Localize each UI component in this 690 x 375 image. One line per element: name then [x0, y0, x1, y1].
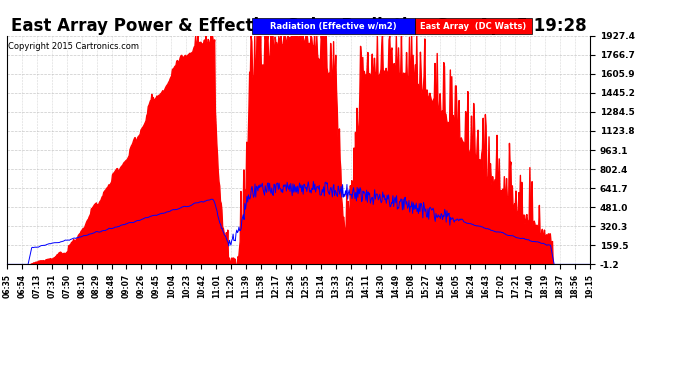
- FancyBboxPatch shape: [252, 18, 415, 34]
- Title: East Array Power & Effective Solar Radiation Sun Apr 5 19:28: East Array Power & Effective Solar Radia…: [10, 18, 586, 36]
- FancyBboxPatch shape: [415, 18, 531, 34]
- Text: Radiation (Effective w/m2): Radiation (Effective w/m2): [270, 22, 397, 31]
- Text: East Array  (DC Watts): East Array (DC Watts): [420, 22, 526, 31]
- Text: Copyright 2015 Cartronics.com: Copyright 2015 Cartronics.com: [8, 42, 139, 51]
